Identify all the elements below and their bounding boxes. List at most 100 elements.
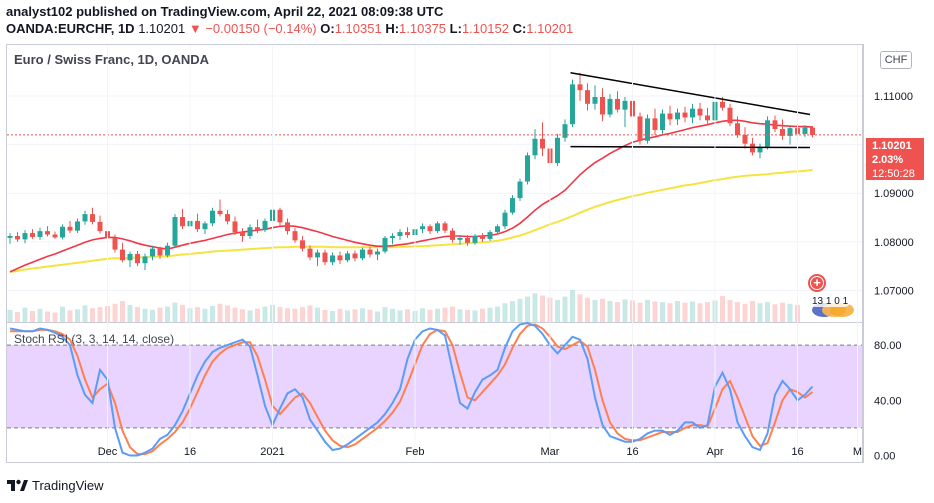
symbol-quote-line: OANDA:EURCHF, 1D 1.10201 ▼ −0.00150 (−0.… (6, 21, 573, 36)
candle-body (142, 256, 148, 264)
volume-bar (352, 309, 358, 322)
candle-body (592, 96, 598, 104)
candle-body (540, 138, 545, 149)
candle-body (150, 248, 155, 257)
volume-bar (390, 308, 395, 322)
time-tick-label: 16 (184, 446, 196, 458)
candle-body (450, 230, 455, 240)
candle-body (525, 155, 530, 182)
volume-bar (165, 306, 170, 322)
low-label: L: (449, 21, 462, 36)
events-icon[interactable]: 13 1 0 1 (810, 296, 858, 318)
candle-body (667, 113, 673, 120)
volume-bar (697, 303, 703, 322)
stoch-tick-label: 0.00 (874, 450, 895, 462)
volume-bar (787, 303, 793, 322)
candle-body (502, 212, 508, 227)
candle-body (645, 118, 650, 141)
candle-body (37, 231, 43, 237)
fast-ma-line (9, 119, 813, 273)
volume-bar (510, 301, 515, 322)
candle-body (442, 223, 448, 231)
candle-body (810, 127, 815, 135)
candle-body (292, 231, 298, 241)
candle-body (60, 226, 65, 238)
candle-body (382, 237, 388, 252)
candle-body (517, 181, 523, 199)
volume-bar (255, 308, 260, 322)
time-tick-label: 2021 (260, 446, 284, 458)
candle-body (352, 253, 358, 259)
price-tick-label: 1.09000 (874, 188, 914, 200)
candle-body (472, 235, 478, 243)
candle-body (607, 98, 613, 115)
volume-bar (652, 301, 658, 322)
events-count: 13 1 0 1 (810, 296, 851, 307)
volume-bar (232, 307, 238, 322)
candle-body (172, 217, 178, 246)
volume-bar (727, 299, 733, 322)
candle-body (7, 235, 13, 238)
candle-body (202, 223, 208, 230)
candle-body (97, 221, 103, 232)
price-badge-countdown: 12:50:28 (872, 168, 915, 180)
volume-bar (307, 305, 313, 322)
volume-bar (607, 301, 613, 322)
close-value: 1.10201 (526, 21, 574, 36)
candle-body (787, 128, 793, 136)
candle-body (135, 253, 140, 264)
volume-bar (112, 303, 118, 322)
volume-bar (600, 298, 605, 322)
volume-bar (532, 293, 538, 322)
candle-body (622, 100, 628, 110)
down-arrow-icon: ▼ (188, 21, 202, 36)
candle-body (765, 120, 770, 147)
volume-bar (90, 308, 95, 322)
candle-body (367, 249, 373, 255)
volume-bar (330, 310, 335, 322)
volume-bar (705, 302, 710, 322)
currency-badge[interactable]: CHF (880, 51, 912, 69)
volume-bar (502, 303, 508, 322)
time-tick-label: 16 (626, 446, 638, 458)
volume-bar (375, 311, 380, 322)
add-plus-icon[interactable]: + (808, 274, 826, 292)
volume-bar (562, 296, 568, 322)
volume-bar (442, 307, 448, 322)
time-tick-label: 16 (791, 446, 803, 458)
candle-body (457, 237, 463, 240)
candle-body (165, 245, 170, 256)
volume-bar (180, 304, 185, 322)
volume-bar (37, 308, 43, 322)
volume-bar (225, 305, 230, 322)
candle-body (727, 107, 733, 124)
volume-bar (465, 309, 470, 322)
volume-bar (660, 302, 665, 322)
candle-body (90, 214, 95, 222)
candle-body (375, 251, 380, 255)
volume-bar (622, 299, 628, 322)
volume-bar (780, 302, 785, 322)
candle-body (697, 108, 703, 116)
candle-body (735, 123, 740, 135)
tradingview-logo[interactable]: TradingView (6, 478, 104, 493)
symbol-name[interactable]: OANDA:EURCHF, 1D (6, 21, 135, 36)
low-value: 1.10152 (461, 21, 509, 36)
candle-body (157, 248, 163, 256)
candle-body (255, 227, 260, 231)
lower-trendline (570, 145, 811, 149)
volume-bar (142, 308, 148, 322)
volume-bar (450, 306, 455, 322)
volume-bar (210, 306, 215, 322)
volume-bar (60, 306, 65, 322)
volume-bar (52, 312, 58, 322)
candle-body (660, 113, 665, 131)
candle-body (30, 233, 35, 237)
volume-bar (592, 299, 598, 322)
candle-body (127, 253, 133, 261)
volume-bar (397, 310, 403, 322)
volume-bar (292, 308, 298, 322)
volume-bar (667, 303, 673, 322)
candle-body (562, 124, 568, 138)
